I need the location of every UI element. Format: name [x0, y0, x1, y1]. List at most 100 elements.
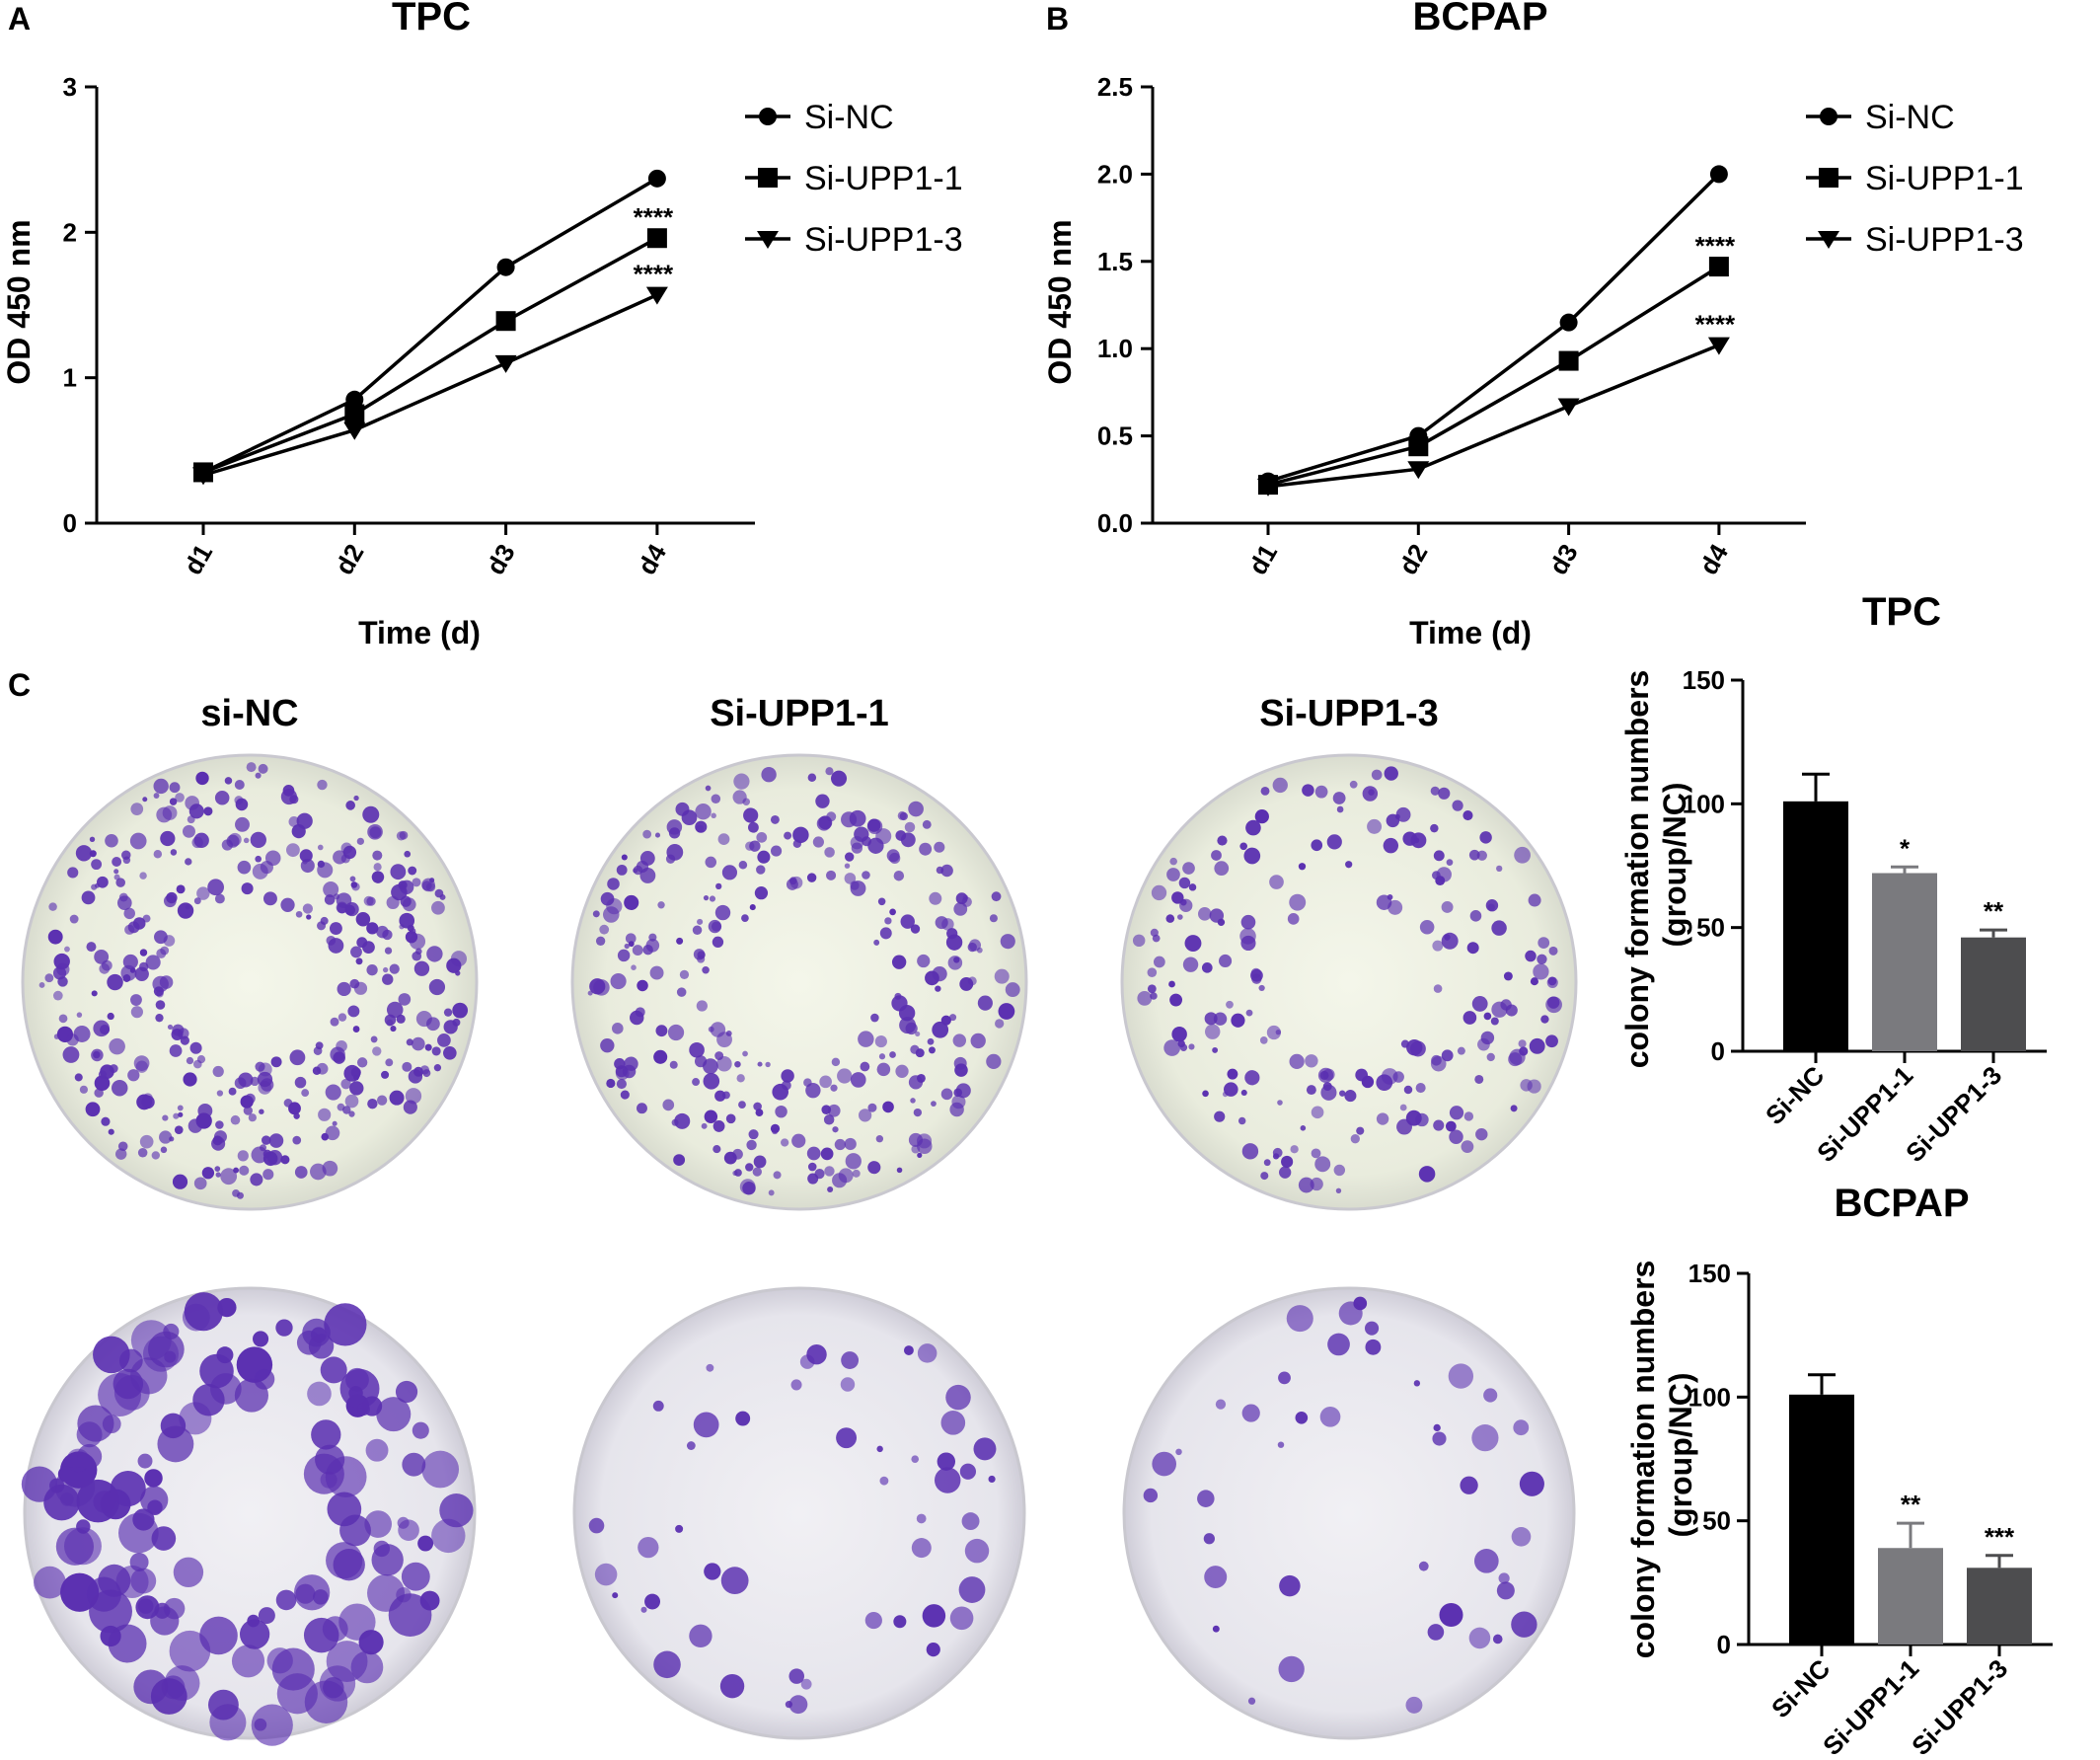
colony-spot	[791, 1133, 806, 1148]
colony-spot	[1430, 823, 1439, 833]
colony-spot	[185, 858, 192, 866]
data-point	[1709, 165, 1728, 184]
colony-spot	[877, 897, 886, 906]
colony-spot	[353, 981, 368, 995]
colony-spot	[75, 845, 93, 862]
legend-label: Si-UPP1-3	[804, 221, 963, 259]
chart-title: TPC	[1862, 590, 1941, 634]
colony-spot	[689, 1624, 712, 1647]
colony-spot	[228, 832, 242, 847]
colony-spot	[1310, 1177, 1323, 1191]
colony-spot	[953, 1056, 967, 1070]
colony-spot	[898, 1005, 916, 1022]
colony-spot	[588, 1517, 605, 1534]
colony-spot	[199, 1616, 238, 1655]
colony-spot	[1209, 908, 1225, 923]
colony-spot	[617, 949, 631, 962]
data-point	[1257, 478, 1279, 497]
colony-spot	[306, 914, 312, 920]
colony-spot	[1384, 766, 1398, 781]
colony-spot	[852, 1169, 861, 1178]
colony-plate-bcpap-2	[572, 1286, 1026, 1740]
colony-spot	[356, 937, 368, 949]
colony-spot	[1287, 913, 1300, 925]
colony-spot	[976, 947, 983, 954]
colony-spot	[708, 919, 722, 934]
colony-spot	[382, 973, 394, 985]
colony-spot	[177, 902, 194, 919]
colony-spot	[1399, 1104, 1407, 1111]
colony-spot	[137, 1453, 153, 1469]
colony-spot	[934, 1467, 961, 1493]
data-point	[1708, 257, 1729, 277]
colony-spot	[176, 884, 186, 894]
colony-spot	[403, 1100, 417, 1114]
colony-spot	[946, 928, 958, 940]
colony-spot	[130, 994, 142, 1006]
colony-spot	[1177, 914, 1183, 920]
colony-spot	[101, 1116, 111, 1126]
colony-spot	[899, 1017, 917, 1034]
colony-spot	[770, 814, 780, 824]
colony-spot	[612, 1592, 619, 1599]
colony-spot	[1275, 1029, 1282, 1035]
colony-spot	[235, 816, 250, 832]
x-axis-label: Time (d)	[1409, 615, 1532, 650]
colony-spot	[1182, 862, 1195, 875]
colony-spot	[318, 1108, 332, 1121]
colony-spot	[633, 865, 643, 876]
colony-spot	[342, 845, 357, 860]
colony-spot	[838, 1168, 854, 1184]
colony-spot	[1528, 893, 1541, 907]
colony-spot	[790, 1379, 802, 1391]
colony-spot	[775, 1105, 788, 1118]
colony-spot	[1394, 813, 1400, 819]
colony-spot	[1432, 940, 1444, 952]
colony-spot	[34, 1566, 66, 1599]
colony-spot	[329, 922, 342, 935]
colony-spot	[753, 1155, 767, 1169]
y-tick-label: 1	[63, 363, 77, 393]
colony-spot	[1240, 914, 1256, 930]
colony-spot	[1476, 850, 1487, 861]
colony-spot	[1511, 1526, 1532, 1547]
colony-spot	[1452, 800, 1463, 811]
colony-spot	[1491, 920, 1507, 936]
colony-spot	[1298, 863, 1307, 871]
colony-spot	[824, 1166, 835, 1177]
colony-spot	[891, 955, 907, 969]
line-chart-bcpap: BCPAP OD 450 nm Time (d) 0.0 0.5 1.0 1.5 2.0…	[1042, 0, 2024, 650]
series-si-nc	[1259, 165, 1728, 491]
colony-spot	[788, 1695, 808, 1715]
colony-spot	[940, 1015, 951, 1026]
colony-spot	[153, 793, 160, 799]
colony-spot	[38, 982, 45, 988]
colony-spot	[862, 871, 870, 880]
colony-spot	[1311, 1148, 1321, 1159]
colony-spot	[325, 1456, 367, 1498]
y-tick-label: 50	[1696, 913, 1725, 943]
colony-spot	[58, 1014, 68, 1024]
colony-spot	[806, 1343, 827, 1365]
colony-spot	[612, 1023, 624, 1034]
colony-spot	[295, 910, 303, 918]
colony-spot	[1448, 1363, 1474, 1389]
bar-si-upp1-1	[1878, 1548, 1943, 1645]
colony-spot	[324, 1303, 367, 1346]
series-line	[1267, 344, 1720, 489]
colony-spot	[1413, 1380, 1421, 1387]
colony-spot	[1449, 1106, 1464, 1120]
colony-spot	[1320, 1084, 1337, 1101]
colony-spot	[412, 951, 422, 961]
colony-spot	[701, 1122, 708, 1129]
colony-spot	[692, 925, 703, 935]
series-line	[202, 293, 658, 478]
y-tick-label: 150	[1683, 665, 1725, 695]
colony-spot	[323, 1676, 344, 1699]
colony-spot	[741, 914, 749, 922]
colony-spot	[395, 1380, 418, 1404]
colony-spot	[772, 1127, 779, 1135]
colony-spot	[732, 1170, 738, 1177]
colony-spot	[1433, 850, 1445, 862]
colony-spot	[243, 837, 250, 844]
